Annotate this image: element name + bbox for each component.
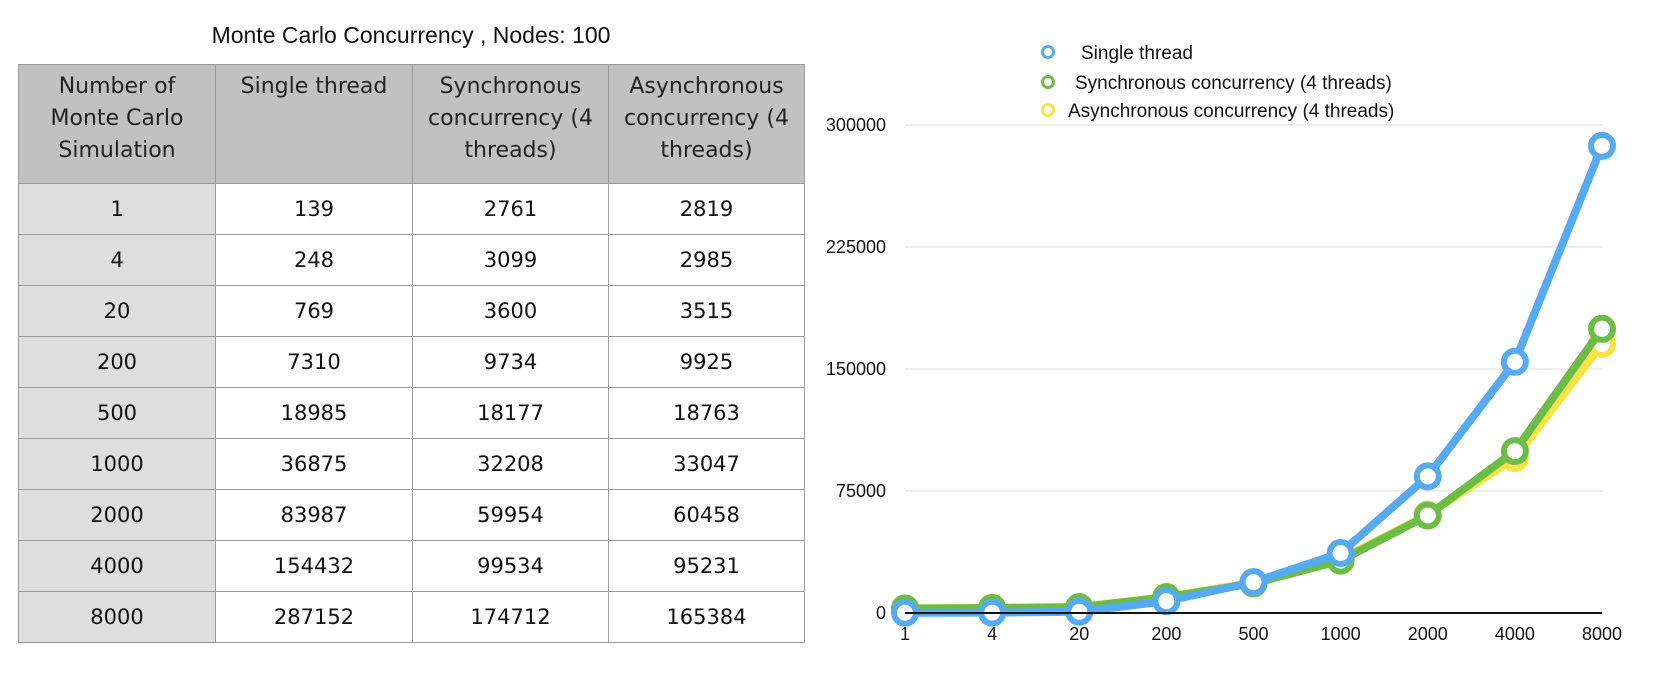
- series-line: [901, 141, 1606, 617]
- table-row: 4 248 3099 2985: [18, 234, 805, 286]
- y-tick-label: 75000: [836, 481, 886, 501]
- header-sync-concurrency: Synchronous concurrency (4 threads): [412, 64, 609, 184]
- cell-sync: 2761: [412, 183, 609, 235]
- x-tick-label: 2000: [1408, 624, 1448, 644]
- chart-legend: Single thread Synchronous concurrency (4 …: [1041, 43, 1394, 122]
- x-tick-label: 20: [1069, 624, 1089, 644]
- cell-sync: 3099: [412, 234, 609, 286]
- table-row: 2000 83987 59954 60458: [18, 489, 805, 541]
- table-row: 20 769 3600 3515: [18, 285, 805, 337]
- cell-single-thread: 769: [215, 285, 413, 337]
- cell-single-thread: 83987: [215, 489, 413, 541]
- x-tick-label: 500: [1238, 624, 1268, 644]
- table-header-row: Number of Monte Carlo Simulation Single …: [18, 64, 805, 184]
- cell-single-thread: 248: [215, 234, 413, 286]
- x-tick-label: 4: [987, 624, 997, 644]
- data-table: Number of Monte Carlo Simulation Single …: [18, 64, 805, 643]
- cell-async: 2985: [608, 234, 805, 286]
- table-row: 500 18985 18177 18763: [18, 387, 805, 439]
- cell-sync: 59954: [412, 489, 609, 541]
- cell-single-thread: 18985: [215, 387, 413, 439]
- data-point: [1413, 462, 1442, 491]
- cell-simulations: 8000: [18, 591, 216, 643]
- series-line: [901, 324, 1606, 613]
- table-row: 4000 154432 99534 95231: [18, 540, 805, 592]
- y-tick-label: 300000: [826, 115, 886, 135]
- data-point: [1500, 437, 1529, 466]
- cell-single-thread: 154432: [215, 540, 413, 592]
- cell-sync: 32208: [412, 438, 609, 490]
- data-point: [1065, 597, 1094, 626]
- cell-sync: 3600: [412, 285, 609, 337]
- x-tick-label: 8000: [1582, 624, 1622, 644]
- data-point: [1326, 539, 1355, 568]
- chart-gridlines: [905, 124, 1602, 492]
- cell-async: 165384: [608, 591, 805, 643]
- chart-axes: 0 75000 150000 225000 300000 1 4 20 200 500 1000 20…: [826, 115, 1622, 644]
- legend-label: Single thread: [1081, 43, 1193, 64]
- legend-marker: [1041, 45, 1055, 59]
- data-point: [1152, 587, 1181, 616]
- cell-simulations: 20: [18, 285, 216, 337]
- cell-simulations: 1: [18, 183, 216, 235]
- x-tick-label: 4000: [1495, 624, 1535, 644]
- cell-single-thread: 139: [215, 183, 413, 235]
- data-point: [1588, 314, 1616, 343]
- cell-simulations: 4: [18, 234, 216, 286]
- y-tick-label: 150000: [826, 359, 886, 379]
- data-point: [1588, 131, 1616, 160]
- cell-async: 33047: [608, 438, 805, 490]
- cell-sync: 9734: [412, 336, 609, 388]
- cell-simulations: 500: [18, 387, 216, 439]
- chart-series: [891, 131, 1616, 627]
- data-point: [1413, 501, 1442, 530]
- cell-simulations: 1000: [18, 438, 216, 490]
- data-point: [1500, 347, 1529, 376]
- y-tick-label: 225000: [826, 237, 886, 257]
- cell-async: 9925: [608, 336, 805, 388]
- cell-async: 3515: [608, 285, 805, 337]
- legend-label: Asynchronous concurrency (4 threads): [1068, 101, 1394, 122]
- cell-sync: 174712: [412, 591, 609, 643]
- x-tick-label: 200: [1151, 624, 1181, 644]
- legend-label: Synchronous concurrency (4 threads): [1075, 73, 1392, 94]
- x-tick-label: 1: [900, 624, 910, 644]
- table-row: 8000 287152 174712 165384: [18, 591, 805, 643]
- data-point: [1239, 568, 1268, 597]
- cell-sync: 18177: [412, 387, 609, 439]
- table-title: Monte Carlo Concurrency , Nodes: 100: [211, 22, 611, 48]
- cell-async: 2819: [608, 183, 805, 235]
- table-row: 1000 36875 32208 33047: [18, 438, 805, 490]
- cell-single-thread: 287152: [215, 591, 413, 643]
- x-tick-label: 1000: [1321, 624, 1361, 644]
- legend-marker: [1041, 75, 1055, 89]
- cell-single-thread: 36875: [215, 438, 413, 490]
- header-async-concurrency: Asynchronous concurrency (4 threads): [608, 64, 805, 184]
- header-simulations: Number of Monte Carlo Simulation: [18, 64, 216, 184]
- legend-marker: [1041, 103, 1055, 117]
- y-tick-label: 0: [876, 603, 886, 623]
- table-row: 1 139 2761 2819: [18, 183, 805, 235]
- table-row: 200 7310 9734 9925: [18, 336, 805, 388]
